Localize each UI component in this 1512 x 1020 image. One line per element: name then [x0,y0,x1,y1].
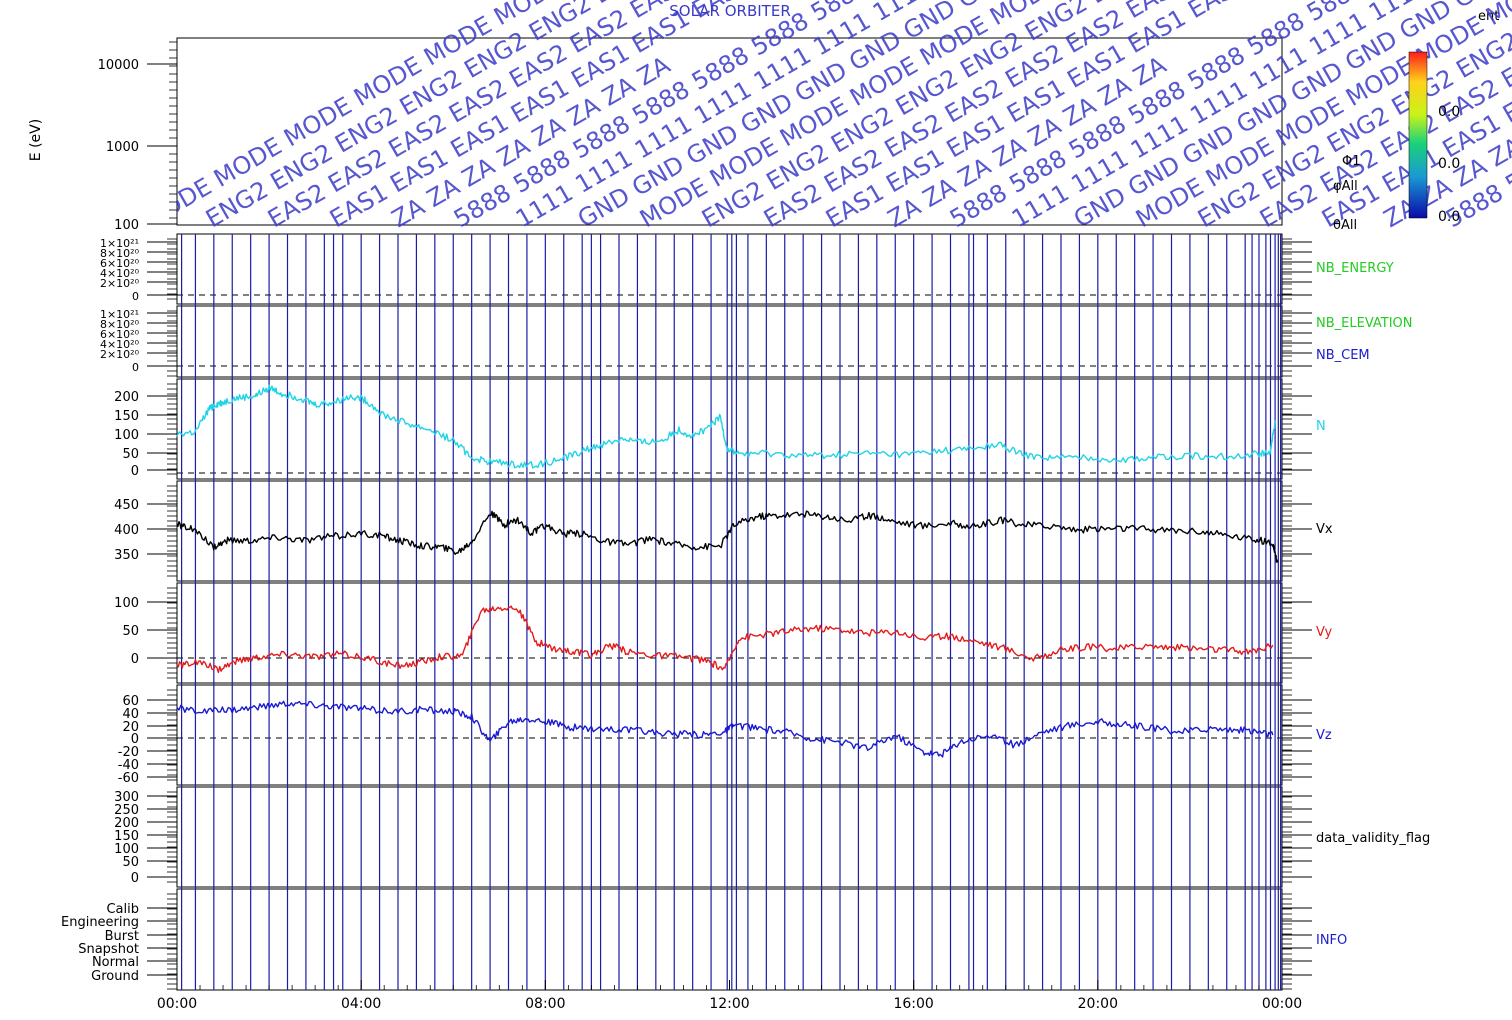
xtick-label: 00:00 [1262,996,1302,1012]
ytick-label-vz: 20 [122,720,139,735]
colorbar-label-mid: 0.0 [1438,156,1460,172]
ytick-label-info: Burst [105,929,139,944]
ytick-label-density: 150 [114,409,139,424]
top-right-label: ent [1478,9,1499,24]
xtick-label: 12:00 [709,996,749,1012]
ytick-label-nb_energy: 0 [132,290,139,303]
label-vy: Vy [1316,625,1333,640]
xtick-label: 04:00 [341,996,381,1012]
xtick-label: 16:00 [893,996,933,1012]
label-vx: Vx [1316,522,1333,537]
data-series [176,384,1279,758]
series-line-N [176,384,1276,469]
xtick-label: 08:00 [525,996,565,1012]
ytick-label-density: 50 [122,447,139,462]
ytick-label-vx: 350 [114,548,139,563]
series-line-Vy [176,605,1274,674]
colorbar-label-top: 0.0 [1438,104,1460,120]
ytick-label-vx: 400 [114,523,139,538]
ytick-label-info: Calib [106,902,139,917]
spectrogram-frame [176,37,1283,226]
series-line-Vz [176,700,1274,758]
ytick-label-vy: 50 [122,624,139,639]
panel-frames [176,233,1283,991]
ytick-label-vz: -20 [118,745,139,760]
ytick-label-validity: 50 [122,855,139,870]
colorbar [1408,51,1428,219]
xtick-label: 20:00 [1078,996,1118,1012]
ytick-label-info: Snapshot [78,942,139,957]
figure-title: SOLAR ORBITER [669,2,791,20]
ytick-label-nb_energy: 2×10²⁰ [100,277,140,290]
label-vz: Vz [1316,728,1332,743]
ytick-label-vz: 60 [122,694,139,709]
ytick-label-nb_elevation: 2×10²⁰ [100,348,140,361]
ytick-label-info: Engineering [61,915,139,930]
ytick-label-info: Normal [92,955,139,970]
mode-change-markers [181,234,1282,990]
mode-overlay-annotations: MODE MODE MODE MODE MODE MODE MODE MODE … [177,0,1512,228]
ytick-label-vz: -60 [118,771,139,786]
ytick-label-nb_energy: 4×10²⁰ [100,267,140,280]
label-validity: data_validity_flag [1316,831,1430,846]
spectrogram-panel: E (eV) 10000 1000 100 MODE MODE MODE MODE … [28,0,1512,233]
spectrogram-ylabel: E (eV) [28,119,44,161]
ytick-label-nb_elevation: 1×10²¹ [100,308,139,321]
ytick-label-nb_elevation: 6×10²⁰ [100,328,140,341]
ytick-label-validity: 250 [114,803,139,818]
ytick-label-vx: 450 [114,498,139,513]
ytick-label-vz: -40 [118,758,139,773]
ytick-label-nb_elevation: 0 [132,361,139,374]
ytick-label-vy: 0 [131,652,139,667]
ytick-label-validity: 100 [114,842,139,857]
label-nb-energy: NB_ENERGY [1316,261,1394,276]
ytick-label-nb_energy: 8×10²⁰ [100,247,140,260]
xtick-label: 00:00 [157,996,197,1012]
ytick-label-nb_elevation: 8×10²⁰ [100,318,140,331]
label-density: N [1316,419,1326,434]
series-line-Vx [176,510,1279,563]
ytick-label-density: 0 [131,464,139,479]
ytick-label-density: 100 [114,428,139,443]
panel-frame-nb_elevation [176,305,1283,378]
ytick-label-nb_energy: 1×10²¹ [100,237,139,250]
panel-tick-labels: 1×10²¹8×10²⁰6×10²⁰4×10²⁰2×10²⁰01×10²¹8×1… [61,237,1312,990]
ytick-label-nb_energy: 6×10²⁰ [100,257,140,270]
ytick-label-info: Ground [91,969,139,984]
spectrogram-tick-labels: 10000 1000 100 [98,41,177,233]
label-nb-elevation: NB_ELEVATION [1316,316,1413,331]
ytick-label-validity: 0 [131,871,139,886]
label-nb-cem: NB_CEM [1316,348,1370,363]
spec-ytick-label: 10000 [98,58,139,73]
spec-ytick-label: 1000 [106,140,139,155]
spec-side-label-phi1: Φ1 [1342,154,1361,169]
x-axis: 00:00 04:00 08:00 12:00 16:00 20:00 00:00 [157,980,1302,1012]
ytick-label-validity: 150 [114,829,139,844]
colorbar-label-bottom: 0.0 [1438,209,1460,225]
ytick-label-density: 200 [114,390,139,405]
ytick-label-nb_elevation: 4×10²⁰ [100,338,140,351]
spec-side-label-thetaall: θAll [1333,218,1357,233]
ytick-label-vy: 100 [114,596,139,611]
spec-ytick-label: 100 [114,218,139,233]
ytick-label-vz: 0 [131,732,139,747]
ytick-label-vz: 40 [122,707,139,722]
spec-side-label-phiall: φAll [1333,179,1358,194]
ytick-label-validity: 300 [114,790,139,805]
ytick-label-validity: 200 [114,816,139,831]
label-info: INFO [1316,933,1347,948]
